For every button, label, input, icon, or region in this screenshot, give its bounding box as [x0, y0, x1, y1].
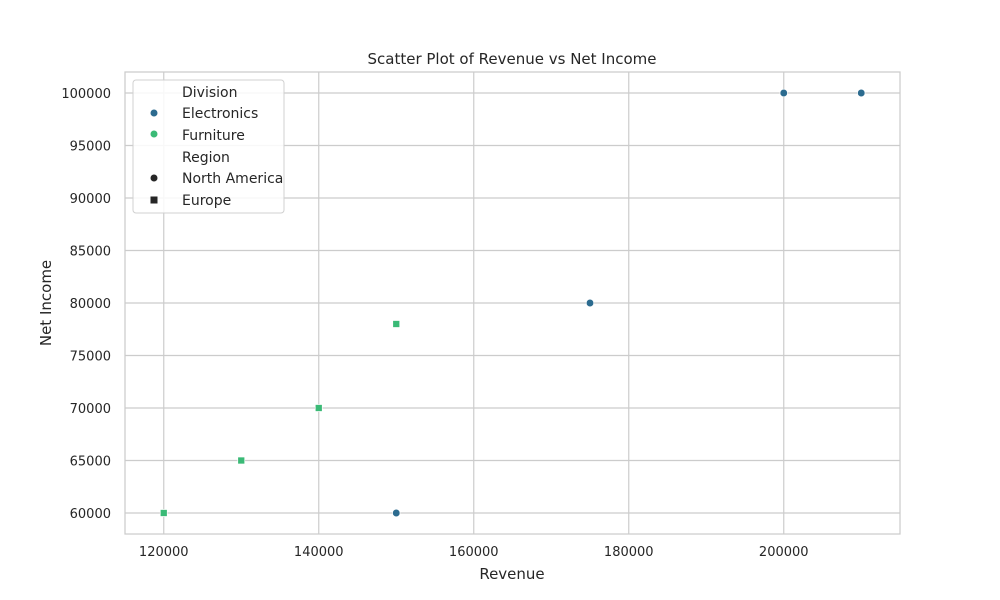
x-tick-label: 120000 [139, 545, 189, 560]
data-point-furniture-120000-60000 [159, 509, 168, 517]
data-point-electronics-200000-100000 [779, 88, 788, 98]
x-tick-label: 180000 [604, 545, 654, 560]
data-point-electronics-175000-80000 [585, 298, 595, 308]
legend-marker-furniture [150, 130, 158, 138]
legend: Division Electronics Furniture Region No… [132, 79, 285, 214]
legend-marker-electronics [150, 109, 158, 117]
x-tick-label: 200000 [759, 545, 809, 560]
x-tick-label: 160000 [449, 545, 499, 560]
legend-marker-north-america [150, 174, 158, 182]
x-tick-label: 140000 [294, 545, 344, 560]
y-axis-label: Net Income [37, 260, 55, 346]
y-tick-label: 80000 [70, 297, 111, 312]
y-tick-label: 90000 [70, 192, 111, 207]
data-point-electronics-210000-100000 [857, 88, 866, 98]
legend-title-region: Region [182, 150, 230, 166]
legend-box [132, 79, 285, 214]
legend-marker-europe [150, 196, 158, 204]
x-axis-label: Revenue [479, 565, 544, 583]
data-point-furniture-140000-70000 [314, 404, 323, 412]
y-tick-label: 65000 [70, 455, 111, 470]
y-tick-label: 70000 [70, 402, 111, 417]
data-point-electronics-150000-60000 [392, 508, 401, 518]
y-tick-label: 60000 [70, 507, 111, 522]
y-tick-label: 75000 [70, 350, 111, 365]
legend-label-electronics: Electronics [182, 106, 258, 122]
y-tick-label: 85000 [70, 245, 111, 260]
axis-ticks: 120000 140000 160000 180000 200000 60000 65000… [61, 87, 808, 560]
data-point-furniture-130000-65000 [237, 456, 246, 465]
data-points [159, 88, 866, 518]
y-tick-label: 100000 [61, 87, 111, 102]
legend-label-europe: Europe [182, 193, 231, 209]
plot-frame [124, 71, 901, 535]
legend-label-furniture: Furniture [182, 128, 245, 144]
legend-label-north-america: North America [182, 171, 283, 187]
legend-title-division: Division [182, 85, 237, 101]
y-tick-label: 95000 [70, 140, 111, 155]
data-point-furniture-150000-78000 [392, 320, 401, 328]
chart-title: Scatter Plot of Revenue vs Net Income [368, 50, 657, 68]
